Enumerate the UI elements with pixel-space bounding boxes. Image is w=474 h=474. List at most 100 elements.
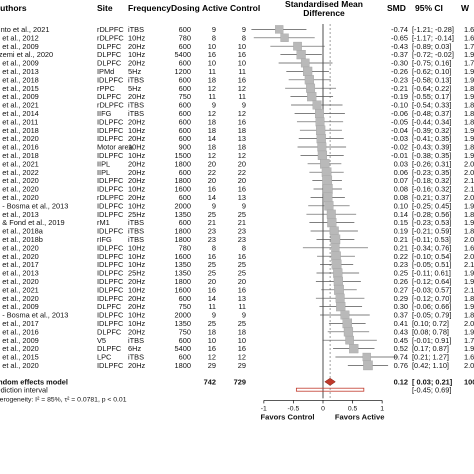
- study-weight: 1.8%: [464, 143, 474, 152]
- study-dosing: 600: [179, 336, 191, 345]
- effect-box: [321, 167, 332, 177]
- study-dosing: 1500: [175, 151, 191, 160]
- study-dosing: 1800: [175, 361, 191, 370]
- summary-ci: [ 0.03; 0.21]: [412, 377, 453, 386]
- study-author: ... et al., 2020: [0, 243, 39, 252]
- effect-box: [362, 352, 371, 362]
- study-weight: 2.1%: [464, 185, 474, 194]
- table-row: Pinto et al., 2021 rDLPFC iTBS 600 9 9 -0.74 [-…: [0, 25, 474, 34]
- summary-control: 729: [234, 377, 246, 386]
- study-control: 10: [238, 42, 246, 51]
- study-smd: -0.74: [391, 25, 408, 34]
- table-row: ... et al., 2015 rPPC 5Hz 600 12 12 -0.21 [-0.6…: [0, 83, 474, 93]
- study-dosing: 600: [179, 126, 191, 135]
- study-author: ... et al., 2020: [0, 294, 39, 303]
- study-active: 16: [208, 50, 216, 59]
- header-control: Control: [230, 3, 260, 13]
- effect-box: [324, 201, 334, 211]
- effect-box: [327, 217, 337, 228]
- effect-box: [296, 50, 306, 60]
- table-row: ... et al., 2020 IDLPFC 20Hz 1800 29 29 0.76 [0…: [0, 360, 474, 371]
- table-row: ... et al., 2021 IDLPFC 10Hz 1600 16 16 0.27 [-…: [0, 284, 474, 295]
- header-dosing: Dosing: [171, 3, 200, 13]
- study-active: 16: [208, 185, 216, 194]
- study-author: ... et al., 2020: [0, 176, 39, 185]
- study-site: rDLPFC: [97, 101, 124, 110]
- study-control: 12: [238, 109, 246, 118]
- summary-active: 742: [204, 377, 216, 386]
- study-smd: 0.23: [394, 260, 408, 269]
- study-ci: [0.21; 1.27]: [412, 353, 449, 362]
- study-control: 21: [238, 218, 246, 227]
- study-active: 20: [208, 277, 216, 286]
- study-ci: [-0.34; 0.76]: [412, 243, 451, 252]
- effect-box: [317, 142, 327, 152]
- study-ci: [-0.72; -0.02]: [412, 50, 454, 59]
- effect-box: [343, 327, 354, 337]
- study-frequency: iTBS: [128, 218, 144, 227]
- study-frequency: 20Hz: [128, 193, 146, 202]
- study-dosing: 1800: [175, 235, 191, 244]
- study-site: IDLPFC: [97, 117, 124, 126]
- study-active: 9: [212, 25, 216, 34]
- study-frequency: 10Hz: [128, 243, 146, 252]
- study-site: IPMd: [97, 67, 114, 76]
- study-site: rM1: [97, 218, 110, 227]
- effect-box: [280, 33, 289, 42]
- study-control: 13: [238, 134, 246, 143]
- study-active: 18: [208, 75, 216, 84]
- study-ci: [-0.25; 0.45]: [412, 201, 451, 210]
- favors-active-label: Favors Active: [335, 412, 385, 421]
- study-weight: 1.8%: [464, 210, 474, 219]
- table-row: ... et al., 2020 IDLPFC 20Hz 600 14 13 -0.03 [-…: [0, 133, 474, 143]
- study-smd: -0.04: [391, 126, 408, 135]
- study-ci: [0.08; 0.78]: [412, 327, 449, 336]
- study-author: ... et al., 2018: [0, 75, 39, 84]
- study-smd: 0.29: [394, 294, 408, 303]
- table-row: ... et al., 2009 DLPFC 20Hz 600 10 10 -0.43 [-0…: [0, 42, 474, 51]
- study-ci: [-0.38; 0.35]: [412, 151, 451, 160]
- study-ci: [-0.28; 0.56]: [412, 210, 451, 219]
- study-weight: 1.6%: [464, 353, 474, 362]
- table-row: ... et al., 2020 IDLPFC 10Hz 1600 16 16 0.08 [-…: [0, 184, 474, 194]
- study-site: IIPL: [97, 168, 110, 177]
- study-site: DLPFC: [97, 327, 122, 336]
- study-dosing: 5400: [175, 50, 191, 59]
- study-smd: -0.30: [391, 59, 408, 68]
- x-tick-label: 1: [380, 405, 384, 412]
- effect-box: [345, 335, 354, 345]
- study-smd: 0.43: [394, 327, 408, 336]
- study-smd: -0.23: [391, 75, 408, 84]
- study-site: rDLPFC: [97, 25, 124, 34]
- favors-control-label: Favors Control: [260, 412, 314, 421]
- study-control: 16: [238, 252, 246, 261]
- study-active: 20: [208, 159, 216, 168]
- effect-box: [303, 66, 313, 76]
- study-frequency: 10Hz: [128, 319, 146, 328]
- study-author: ... et al., 2017: [0, 260, 39, 269]
- study-active: 12: [208, 151, 216, 160]
- study-control: 10: [238, 59, 246, 68]
- study-smd: -0.19: [391, 92, 408, 101]
- effect-box: [342, 318, 353, 329]
- table-row: ... et al., 2009 DLPFC 20Hz 750 11 11 -0.19 [-0…: [0, 92, 474, 102]
- study-frequency: iTBS: [128, 109, 144, 118]
- prediction-label: rediction interval: [0, 385, 48, 394]
- study-author: ... et al., 2015: [0, 353, 39, 362]
- study-frequency: 20Hz: [128, 92, 146, 101]
- study-smd: 0.06: [394, 168, 408, 177]
- header-smd: SMD: [387, 3, 406, 13]
- study-author: ... et al., 2009: [0, 59, 39, 68]
- study-weight: 1.6%: [464, 33, 474, 42]
- x-tick-label: -0.5: [288, 405, 300, 412]
- table-row: ... et al., 2017 IDLPFC 10Hz 1350 25 25 0.23 [-…: [0, 259, 474, 270]
- effect-box: [307, 92, 317, 102]
- study-ci: [-0.23; 0.35]: [412, 168, 451, 177]
- table-row: ... et al., 2020 IDLPFC 10Hz 780 8 8 0.21 [-0.3…: [0, 243, 474, 252]
- table-row: ... et al., 2009 DLPFC 20Hz 750 11 11 0.30 [-0.…: [0, 301, 474, 311]
- study-dosing: 2000: [175, 201, 191, 210]
- study-ci: [-0.11; 0.53]: [412, 235, 451, 244]
- study-control: 11: [238, 302, 246, 311]
- study-ci: [0.17; 0.87]: [412, 344, 449, 353]
